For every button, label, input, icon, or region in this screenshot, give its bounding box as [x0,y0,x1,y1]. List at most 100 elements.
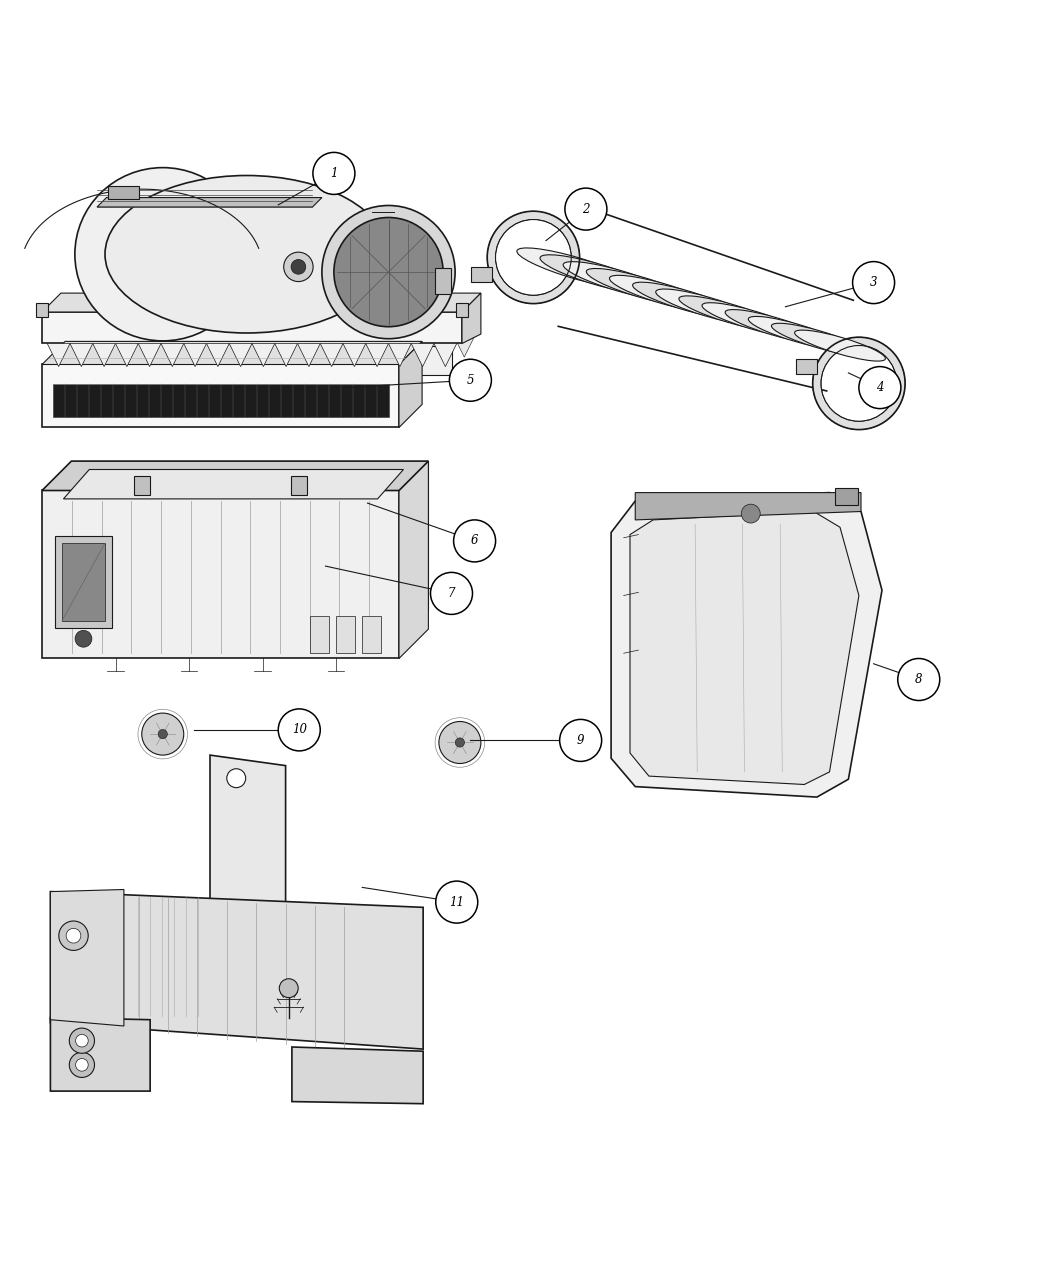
Ellipse shape [795,330,885,361]
FancyBboxPatch shape [133,476,150,495]
FancyBboxPatch shape [291,476,308,495]
Polygon shape [412,343,434,367]
Circle shape [439,722,481,764]
Polygon shape [320,343,343,367]
Circle shape [159,729,167,738]
Polygon shape [139,343,161,367]
Ellipse shape [702,302,801,337]
Circle shape [853,261,895,303]
Polygon shape [55,536,112,629]
Circle shape [76,630,92,648]
Circle shape [565,189,607,230]
Polygon shape [97,198,322,207]
Text: 3: 3 [869,277,878,289]
Circle shape [291,260,306,274]
Polygon shape [180,334,203,357]
Polygon shape [42,491,399,658]
Ellipse shape [563,261,676,300]
Circle shape [898,658,940,700]
Polygon shape [226,334,248,357]
Polygon shape [210,755,286,950]
Circle shape [278,709,320,751]
Polygon shape [343,343,365,367]
Polygon shape [111,334,134,357]
Polygon shape [407,334,430,357]
Text: 9: 9 [576,734,585,747]
Circle shape [334,218,443,326]
FancyBboxPatch shape [835,488,858,505]
Polygon shape [275,343,297,367]
Polygon shape [430,334,453,357]
Polygon shape [42,312,462,343]
Ellipse shape [540,255,655,295]
Polygon shape [316,334,339,357]
Text: 5: 5 [466,374,475,386]
Ellipse shape [679,296,780,330]
Circle shape [69,1052,94,1077]
Polygon shape [66,334,89,357]
Circle shape [76,1058,88,1071]
Polygon shape [611,492,882,797]
Polygon shape [42,293,481,312]
Circle shape [449,360,491,402]
Polygon shape [62,543,105,621]
Circle shape [227,769,246,788]
Polygon shape [207,343,229,367]
Polygon shape [50,891,423,1049]
Polygon shape [292,1047,423,1104]
Polygon shape [47,343,70,367]
Ellipse shape [749,316,843,349]
Ellipse shape [517,247,634,288]
Wedge shape [813,337,905,430]
Polygon shape [184,343,207,367]
Circle shape [430,572,473,615]
Circle shape [859,367,901,408]
Polygon shape [399,342,422,427]
Circle shape [69,1028,94,1053]
Circle shape [76,1034,88,1047]
Circle shape [436,881,478,923]
Ellipse shape [656,289,759,324]
Circle shape [66,928,81,944]
Text: 11: 11 [449,895,464,909]
Polygon shape [161,343,184,367]
Text: 4: 4 [876,381,884,394]
Circle shape [454,520,496,562]
Polygon shape [310,617,329,653]
Ellipse shape [75,167,251,340]
Polygon shape [63,469,403,499]
Polygon shape [365,343,388,367]
Polygon shape [134,334,158,357]
Ellipse shape [772,324,864,354]
Polygon shape [434,343,457,367]
Polygon shape [42,462,428,491]
Polygon shape [203,334,226,357]
FancyBboxPatch shape [471,266,492,282]
Polygon shape [50,890,124,1026]
FancyBboxPatch shape [456,302,468,317]
Polygon shape [89,334,111,357]
Polygon shape [294,334,316,357]
Circle shape [59,921,88,950]
Wedge shape [487,212,580,303]
Polygon shape [252,343,275,367]
Circle shape [456,738,464,747]
Polygon shape [336,617,355,653]
Ellipse shape [586,269,697,306]
Ellipse shape [609,275,718,312]
Polygon shape [70,343,92,367]
Polygon shape [158,334,180,357]
Ellipse shape [726,310,822,343]
FancyBboxPatch shape [36,302,48,317]
Polygon shape [42,365,399,427]
Polygon shape [384,334,407,357]
Circle shape [142,713,184,755]
Polygon shape [116,343,139,367]
FancyBboxPatch shape [797,360,818,374]
Circle shape [284,252,313,282]
Text: 10: 10 [292,723,307,737]
Circle shape [322,205,455,339]
Circle shape [279,979,298,997]
Polygon shape [42,342,422,365]
Ellipse shape [632,282,739,319]
